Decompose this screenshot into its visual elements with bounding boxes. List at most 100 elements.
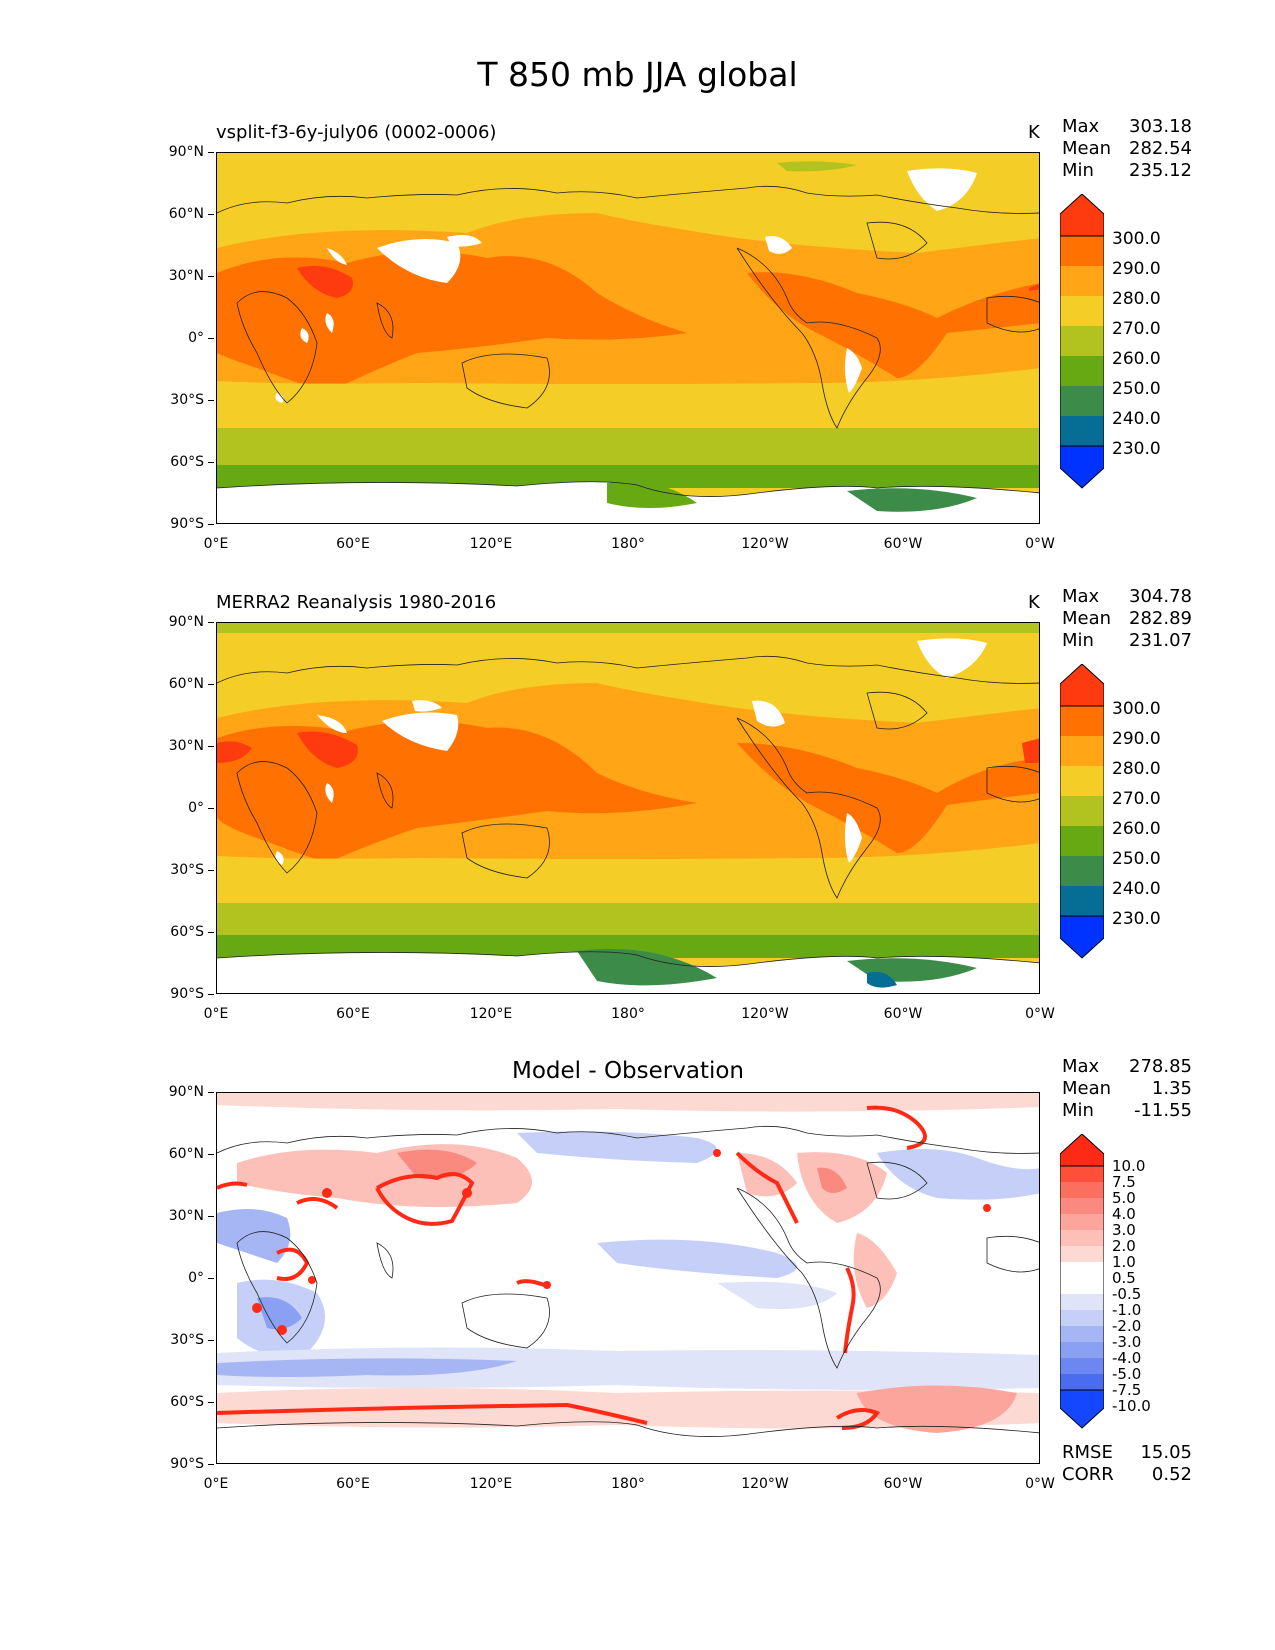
colorbar-abs — [1060, 194, 1104, 489]
stat-mean: 282.54 — [1129, 138, 1192, 159]
lat-tick: 0° — [144, 800, 214, 816]
lon-tick: 0°E — [203, 1476, 229, 1492]
colorbar-abs — [1060, 664, 1104, 959]
panel-observation: MERRA2 Reanalysis 1980-2016 K Max 304.78 … — [0, 0, 1275, 1022]
lat-tick: 90°S — [144, 516, 214, 532]
colorbar-label: 4.0 — [1112, 1205, 1136, 1223]
panel-title: vsplit-f3-6y-july06 (0002-0006) — [216, 122, 497, 143]
lat-tick: 90°S — [144, 986, 214, 1002]
colorbar-label: 250.0 — [1112, 849, 1161, 869]
lat-tick: 60°N — [144, 676, 214, 692]
stat-max-label: Max — [1062, 1056, 1100, 1077]
lat-tick: 30°S — [144, 862, 214, 878]
lat-tick: 60°S — [144, 1394, 214, 1410]
stat-min-label: Min — [1062, 1100, 1094, 1121]
stats-box: Max 304.78 Mean 282.89 Min 231.07 — [1062, 586, 1192, 652]
lat-tick: 60°N — [144, 206, 214, 222]
colorbar-label: -1.0 — [1112, 1301, 1142, 1319]
lon-tick: 0°W — [1025, 536, 1055, 552]
colorbar-label: 270.0 — [1112, 319, 1161, 339]
stat-mean-label: Mean — [1062, 1078, 1112, 1099]
lon-tick: 0°W — [1025, 1006, 1055, 1022]
colorbar-label: 260.0 — [1112, 819, 1161, 839]
stats-box: Max 303.18 Mean 282.54 Min 235.12 — [1062, 116, 1192, 182]
map-model — [216, 152, 1040, 524]
colorbar-label: 290.0 — [1112, 259, 1161, 279]
lat-tick: 30°S — [144, 392, 214, 408]
stat-max: 303.18 — [1129, 116, 1192, 137]
colorbar-label: 280.0 — [1112, 289, 1161, 309]
colorbar-label: 260.0 — [1112, 349, 1161, 369]
stat-max: 304.78 — [1129, 586, 1192, 607]
colorbar-label: 250.0 — [1112, 379, 1161, 399]
colorbar-label: -4.0 — [1112, 1349, 1142, 1367]
lon-tick: 120°E — [469, 1006, 513, 1022]
map-difference — [216, 1092, 1040, 1464]
figure-title: T 850 mb JJA global — [477, 55, 798, 94]
lon-tick: 180° — [611, 1006, 645, 1022]
lat-tick: 60°S — [144, 924, 214, 940]
panel-title: Model - Observation — [511, 1058, 745, 1084]
lon-tick: 120°E — [469, 536, 513, 552]
corr-label: CORR — [1062, 1464, 1114, 1485]
colorbar-label: -7.5 — [1112, 1381, 1142, 1399]
lon-tick: 60°W — [883, 1006, 923, 1022]
lon-tick: 60°W — [883, 536, 923, 552]
stats-box: Max 278.85 Mean 1.35 Min -11.55 — [1062, 1056, 1192, 1122]
stat-mean-label: Mean — [1062, 608, 1112, 629]
stat-mean: 282.89 — [1129, 608, 1192, 629]
colorbar-label: -3.0 — [1112, 1333, 1142, 1351]
stat-mean: 1.35 — [1151, 1078, 1192, 1099]
stat-mean-label: Mean — [1062, 138, 1112, 159]
lon-tick: 180° — [611, 536, 645, 552]
stat-min-label: Min — [1062, 160, 1094, 181]
lat-tick: 30°N — [144, 1208, 214, 1224]
colorbar-label: 240.0 — [1112, 879, 1161, 899]
colorbar-label: 300.0 — [1112, 229, 1161, 249]
lon-tick: 120°E — [469, 1476, 513, 1492]
lon-tick: 120°W — [741, 1476, 789, 1492]
colorbar-label: 270.0 — [1112, 789, 1161, 809]
lat-tick: 0° — [144, 1270, 214, 1286]
lat-tick: 60°N — [144, 1146, 214, 1162]
panel-model: vsplit-f3-6y-july06 (0002-0006) K Max 303… — [0, 0, 1275, 552]
colorbar-label: 7.5 — [1112, 1173, 1136, 1191]
stat-max-label: Max — [1062, 116, 1100, 137]
lat-tick: 30°S — [144, 1332, 214, 1348]
colorbar-label: 1.0 — [1112, 1253, 1136, 1271]
lon-tick: 120°W — [741, 536, 789, 552]
colorbar-label: -10.0 — [1112, 1397, 1151, 1415]
colorbar-label: 300.0 — [1112, 699, 1161, 719]
stat-min: 231.07 — [1129, 630, 1192, 651]
lat-tick: 90°N — [144, 1084, 214, 1100]
lon-tick: 0°E — [203, 1006, 229, 1022]
colorbar-label: 0.5 — [1112, 1269, 1136, 1287]
colorbar-label: 3.0 — [1112, 1221, 1136, 1239]
rmse-value: 15.05 — [1140, 1442, 1192, 1463]
units-label: K — [1028, 122, 1040, 143]
rmse-label: RMSE — [1062, 1442, 1113, 1463]
colorbar-label: -5.0 — [1112, 1365, 1142, 1383]
stat-max: 278.85 — [1129, 1056, 1192, 1077]
corr-value: 0.52 — [1151, 1464, 1192, 1485]
colorbar-label: 10.0 — [1112, 1157, 1146, 1175]
lat-tick: 30°N — [144, 268, 214, 284]
lon-tick: 60°W — [883, 1476, 923, 1492]
colorbar-label: -0.5 — [1112, 1285, 1142, 1303]
panel-title: MERRA2 Reanalysis 1980-2016 — [216, 592, 497, 613]
map-observation — [216, 622, 1040, 994]
lon-tick: 60°E — [336, 536, 370, 552]
lon-tick: 0°E — [203, 536, 229, 552]
lat-tick: 30°N — [144, 738, 214, 754]
lat-tick: 60°S — [144, 454, 214, 470]
colorbar-diff — [1060, 1134, 1104, 1429]
panel-difference: Model - Observation Max 278.85 Mean 1.35 M… — [0, 0, 1275, 1492]
colorbar-label: 280.0 — [1112, 759, 1161, 779]
lon-tick: 60°E — [336, 1476, 370, 1492]
colorbar-label: 5.0 — [1112, 1189, 1136, 1207]
score-box: RMSE 15.05 CORR 0.52 — [1062, 1442, 1192, 1486]
stat-min-label: Min — [1062, 630, 1094, 651]
colorbar-label: 230.0 — [1112, 439, 1161, 459]
lat-tick: 90°S — [144, 1456, 214, 1472]
colorbar-label: -2.0 — [1112, 1317, 1142, 1335]
